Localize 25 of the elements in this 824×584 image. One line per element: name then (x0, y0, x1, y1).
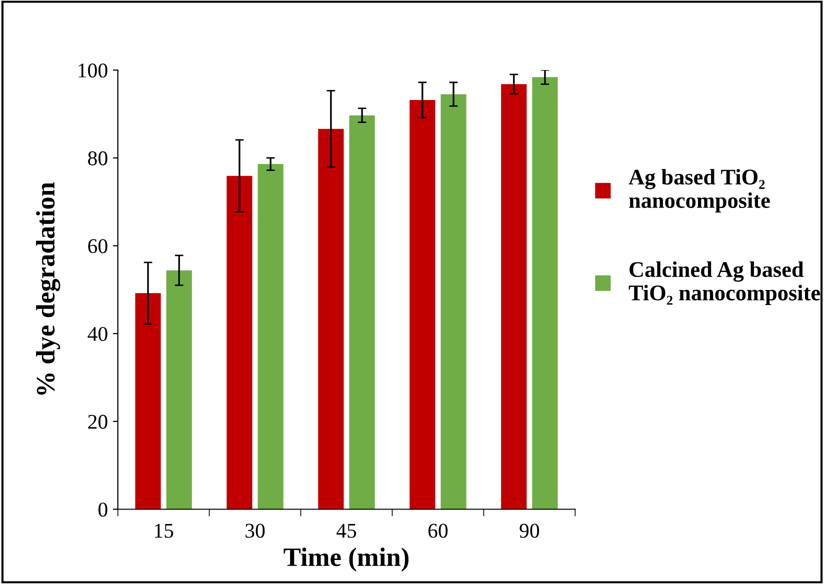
y-tick-label: 100 (78, 63, 108, 78)
bar (349, 115, 375, 510)
bar (410, 100, 436, 510)
x-tick-label: 45 (336, 524, 356, 538)
x-tick-label: 90 (520, 524, 540, 538)
y-axis-title: % dye degradation (36, 182, 60, 395)
y-tick-label: 80 (88, 151, 108, 166)
bar (501, 84, 527, 510)
bar (440, 94, 466, 510)
y-tick-label: 20 (88, 414, 108, 429)
bar (532, 77, 558, 510)
bar (318, 128, 344, 510)
legend-label: Ag based TiO₂ nanocomposite (628, 168, 770, 213)
bar (135, 293, 161, 510)
x-axis-title: Time (min) (284, 548, 408, 572)
y-tick-label: 40 (88, 326, 108, 342)
x-tick-label: 60 (428, 524, 448, 538)
bar (166, 270, 192, 510)
x-tick-label: 30 (246, 524, 265, 538)
bar (226, 176, 252, 510)
y-tick-label: 0 (98, 502, 108, 517)
y-tick-label: 60 (88, 239, 108, 254)
x-tick-label: 15 (154, 524, 174, 538)
legend-label: Calcined Ag based TiO₂ nanocomposite (628, 261, 820, 305)
bar (258, 164, 284, 510)
